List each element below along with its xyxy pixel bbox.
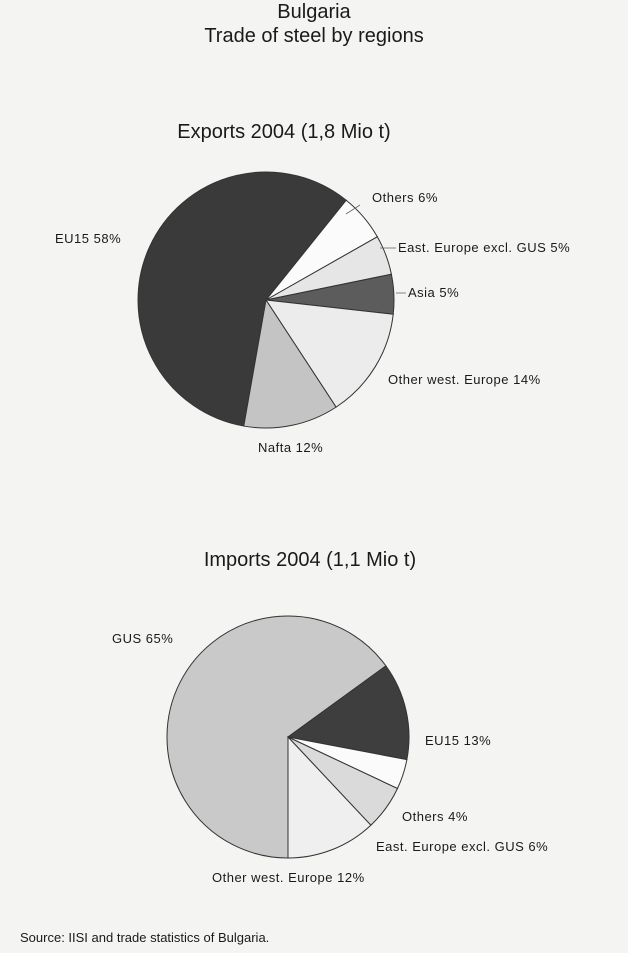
leader-line <box>345 204 361 215</box>
exports-chart-title: Exports 2004 (1,8 Mio t) <box>177 121 391 143</box>
slice-label-east-europe-excl-gus: East. Europe excl. GUS 5% <box>398 240 570 255</box>
page-title: Bulgaria <box>277 1 351 23</box>
pie-slice-nafta <box>243 298 337 429</box>
imports-chart-title: Imports 2004 (1,1 Mio t) <box>203 549 417 571</box>
slice-label-other-west-europe: Other west. Europe 14% <box>388 372 541 387</box>
slice-label-east-europe-excl-gus: East. Europe excl. GUS 6% <box>376 839 548 854</box>
pie-slice-other-west-europe <box>287 735 372 859</box>
pie-slice-eu15 <box>286 665 410 761</box>
page-subtitle: Trade of steel by regions <box>204 25 424 47</box>
slice-label-others: Others 4% <box>402 809 468 824</box>
slice-label-nafta: Nafta 12% <box>258 440 323 455</box>
pie-slice-eu15 <box>137 171 347 427</box>
pie-slice-gus <box>166 615 387 859</box>
slice-label-eu15: EU15 58% <box>55 231 121 246</box>
slice-label-others: Others 6% <box>372 190 438 205</box>
slice-label-eu15: EU15 13% <box>425 733 491 748</box>
slice-label-asia: Asia 5% <box>408 285 459 300</box>
slice-label-other-west-europe: Other west. Europe 12% <box>212 870 365 885</box>
slice-label-gus: GUS 65% <box>112 631 173 646</box>
pie-slice-other-west-europe <box>264 299 394 408</box>
source-note: Source: IISI and trade statistics of Bul… <box>20 930 270 945</box>
